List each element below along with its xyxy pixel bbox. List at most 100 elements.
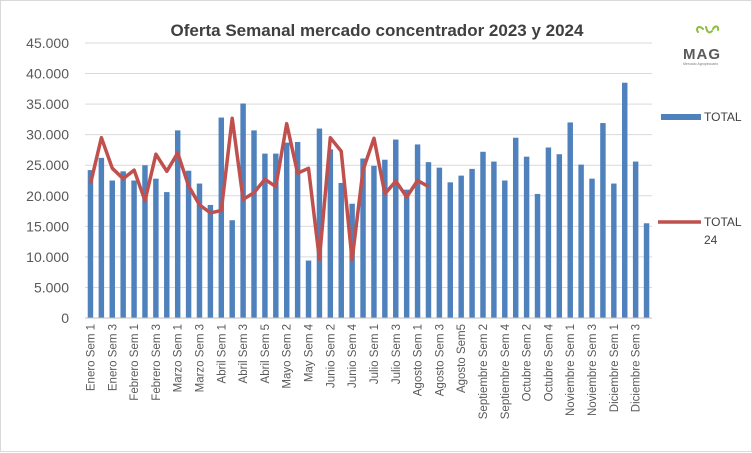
bar xyxy=(578,164,584,318)
bar xyxy=(534,193,541,318)
x-tick-label: Diciembre Sem 1 xyxy=(609,324,621,412)
bar xyxy=(164,192,170,318)
bar xyxy=(502,180,508,318)
x-tick-label: Agosto Sem5 xyxy=(456,324,468,393)
logo-subtext: Mercado Agropecuario xyxy=(683,62,718,66)
bar xyxy=(600,123,606,318)
bar xyxy=(523,156,530,318)
x-tick-label: Julio Sem 1 xyxy=(369,324,381,384)
bar xyxy=(218,117,225,318)
y-tick-label: 5.000 xyxy=(34,279,69,295)
bar xyxy=(153,178,159,318)
y-tick-label: 15.000 xyxy=(26,218,69,234)
bar xyxy=(480,151,486,318)
y-tick-label: 10.000 xyxy=(26,249,69,265)
x-tick-label: Agosto Sem 3 xyxy=(434,324,446,396)
chart-title: Oferta Semanal mercado concentrador 2023… xyxy=(171,21,584,40)
bar xyxy=(545,147,552,318)
bar xyxy=(327,149,334,318)
y-tick-label: 45.000 xyxy=(26,35,69,51)
y-tick-label: 0 xyxy=(61,310,69,326)
bar xyxy=(273,153,279,318)
series-line xyxy=(88,116,430,262)
bar xyxy=(643,223,650,318)
x-tick-label: Abril Sem 3 xyxy=(238,324,250,383)
x-tick-label: Julio Sem 3 xyxy=(391,324,403,384)
bar xyxy=(403,189,410,318)
bar xyxy=(447,182,454,318)
leaf-icon xyxy=(695,25,720,34)
x-tick-label: Noviembre Sem 1 xyxy=(565,324,577,416)
legend-line-label-1: TOTAL xyxy=(704,215,742,229)
bar xyxy=(589,178,595,318)
bar xyxy=(207,204,214,318)
bar xyxy=(567,122,573,318)
bar xyxy=(436,167,443,318)
bar xyxy=(632,161,639,318)
gridlines xyxy=(85,42,652,319)
y-tick-label: 40.000 xyxy=(26,66,69,82)
x-tick-label: Diciembre Sem 3 xyxy=(631,324,643,412)
bar xyxy=(360,158,366,318)
bar xyxy=(425,162,432,318)
x-tick-label: Agosto Sem 1 xyxy=(413,324,425,396)
bar xyxy=(87,170,94,318)
y-axis: 0 5.000 10.000 15.000 20.000 25.000 30.000 35.0… xyxy=(26,35,69,326)
bar xyxy=(611,183,617,318)
bar xyxy=(305,260,312,318)
bar xyxy=(512,137,519,318)
legend-line-label-2: 24 xyxy=(704,233,718,247)
bar xyxy=(240,103,246,318)
line-series-total-24 xyxy=(88,116,430,262)
y-tick-label: 20.000 xyxy=(26,188,69,204)
x-tick-label: Abril Sem 5 xyxy=(260,324,272,383)
x-tick-label: Febrero Sem 1 xyxy=(129,324,141,401)
bar xyxy=(382,159,388,318)
bar xyxy=(622,82,628,318)
mag-logo: MAG Mercado Agropecuario xyxy=(683,25,721,66)
logo-text: MAG xyxy=(683,46,721,63)
x-tick-label: Junio Sem 2 xyxy=(325,324,337,388)
x-tick-label: Octubre Sem 4 xyxy=(543,323,555,401)
y-tick-label: 35.000 xyxy=(26,96,69,112)
bar xyxy=(316,128,323,318)
bar xyxy=(414,144,421,318)
bar xyxy=(283,142,290,318)
bar xyxy=(458,175,464,318)
legend: TOTAL TOTAL 24 xyxy=(658,110,742,247)
y-tick-label: 30.000 xyxy=(26,127,69,143)
x-tick-label: Junio Sem 4 xyxy=(347,323,359,388)
x-tick-label: Enero Sem 1 xyxy=(86,324,98,391)
y-tick-label: 25.000 xyxy=(26,157,69,173)
x-tick-label: Enero Sem 3 xyxy=(107,324,119,391)
bar xyxy=(469,168,475,318)
bar xyxy=(109,180,115,318)
x-tick-label: Septiembre Sem 2 xyxy=(478,324,490,419)
x-axis: Enero Sem 1 Enero Sem 3 Febrero Sem 1 Febre… xyxy=(85,317,652,419)
x-tick-label: May Sem 4 xyxy=(304,323,316,382)
x-tick-label: Noviembre Sem 3 xyxy=(587,324,599,416)
x-tick-label: Septiembre Sem 4 xyxy=(500,323,512,419)
bar xyxy=(174,130,181,318)
bar xyxy=(142,165,148,318)
bar xyxy=(393,139,399,318)
bar xyxy=(556,154,563,318)
bar xyxy=(262,153,268,318)
x-tick-label: Mayo Sem 2 xyxy=(282,324,294,389)
bar xyxy=(120,171,126,318)
bar xyxy=(338,182,344,318)
bar xyxy=(185,170,192,318)
bar-series-total xyxy=(87,82,650,318)
x-tick-label: Abril Sem 1 xyxy=(216,324,228,383)
bar xyxy=(294,142,301,318)
x-tick-label: Octubre Sem 2 xyxy=(522,324,534,401)
x-tick-label: Marzo Sem 3 xyxy=(195,324,207,392)
x-tick-label: Marzo Sem 1 xyxy=(173,324,185,392)
legend-bar-swatch xyxy=(661,114,701,120)
x-tick-label: Febrero Sem 3 xyxy=(151,324,163,401)
bar xyxy=(131,180,137,318)
bar xyxy=(196,183,203,318)
legend-bar-label: TOTAL xyxy=(704,110,742,124)
